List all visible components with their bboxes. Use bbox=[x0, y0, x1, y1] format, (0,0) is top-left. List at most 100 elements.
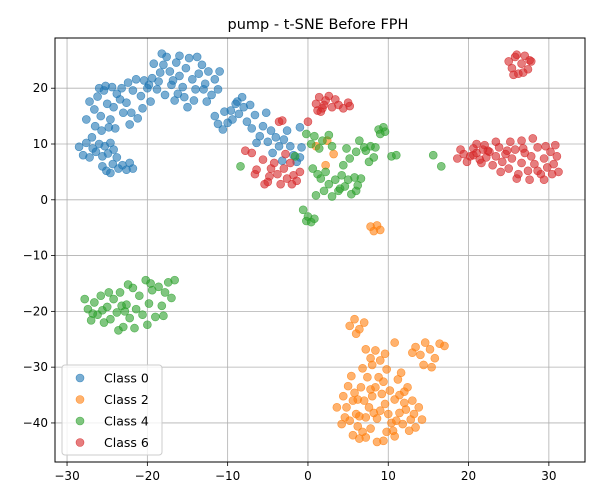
legend: Class 0 Class 2 Class 4 Class 6 bbox=[61, 364, 163, 456]
data-point bbox=[210, 74, 220, 84]
data-point bbox=[308, 164, 318, 173]
data-point bbox=[152, 85, 162, 94]
data-point bbox=[188, 74, 197, 84]
data-point bbox=[510, 145, 520, 154]
data-point bbox=[417, 415, 427, 424]
data-point bbox=[279, 135, 289, 144]
data-point bbox=[123, 78, 133, 87]
data-point bbox=[107, 82, 117, 92]
data-point bbox=[517, 136, 526, 145]
data-point bbox=[367, 360, 377, 370]
data-point bbox=[126, 108, 136, 118]
data-point bbox=[157, 49, 167, 58]
data-point bbox=[366, 385, 375, 394]
data-point bbox=[191, 85, 200, 94]
data-point bbox=[143, 320, 152, 330]
data-point bbox=[228, 115, 237, 124]
data-point bbox=[297, 143, 306, 152]
data-point bbox=[184, 53, 194, 63]
data-point bbox=[290, 151, 300, 161]
data-point bbox=[151, 312, 160, 322]
data-point bbox=[310, 214, 319, 224]
data-point bbox=[351, 147, 361, 157]
data-point bbox=[351, 186, 361, 196]
data-point bbox=[133, 114, 143, 123]
data-point bbox=[279, 164, 289, 173]
y-tick-label: 0 bbox=[40, 193, 48, 207]
data-point bbox=[281, 149, 290, 159]
data-point bbox=[375, 225, 385, 235]
data-point bbox=[90, 105, 99, 114]
data-point bbox=[213, 119, 223, 129]
data-point bbox=[149, 59, 159, 68]
data-point bbox=[427, 362, 436, 372]
data-point bbox=[178, 82, 187, 92]
data-point bbox=[192, 52, 202, 62]
legend-label: Class 0 bbox=[104, 371, 149, 386]
legend-frame bbox=[61, 364, 163, 456]
data-point bbox=[382, 365, 391, 374]
data-point bbox=[106, 168, 115, 178]
data-point bbox=[91, 147, 101, 157]
x-tick-label: −10 bbox=[215, 469, 240, 483]
data-point bbox=[302, 216, 311, 226]
data-point bbox=[353, 421, 363, 431]
data-point bbox=[369, 153, 379, 162]
data-point bbox=[88, 309, 98, 318]
data-point bbox=[250, 110, 260, 120]
data-point bbox=[213, 85, 223, 94]
data-point bbox=[371, 143, 380, 152]
data-point bbox=[298, 205, 308, 215]
data-point bbox=[549, 159, 558, 169]
data-point bbox=[112, 308, 122, 317]
data-point bbox=[541, 141, 550, 151]
data-point bbox=[380, 399, 390, 409]
data-point bbox=[400, 398, 409, 408]
data-point bbox=[507, 154, 517, 163]
data-point bbox=[380, 127, 390, 137]
data-point bbox=[363, 372, 372, 382]
data-point bbox=[135, 291, 144, 301]
data-point bbox=[114, 326, 123, 335]
x-tick-label: −30 bbox=[54, 469, 79, 483]
data-point bbox=[118, 108, 128, 118]
data-point bbox=[130, 323, 139, 333]
data-point bbox=[366, 424, 375, 433]
data-point bbox=[159, 311, 168, 321]
data-point bbox=[359, 143, 369, 152]
data-point bbox=[512, 174, 522, 183]
data-point bbox=[189, 96, 199, 105]
legend-label: Class 6 bbox=[104, 435, 149, 450]
data-point bbox=[93, 92, 102, 101]
data-point bbox=[539, 175, 549, 185]
data-point bbox=[525, 56, 534, 65]
data-point bbox=[98, 162, 107, 171]
data-point bbox=[143, 83, 152, 93]
data-point bbox=[173, 89, 183, 99]
data-point bbox=[258, 121, 268, 131]
data-point bbox=[408, 348, 417, 357]
data-point bbox=[361, 345, 371, 354]
data-point bbox=[497, 157, 507, 167]
data-point bbox=[319, 186, 329, 196]
data-point bbox=[321, 167, 330, 177]
data-point bbox=[271, 133, 281, 142]
data-point bbox=[110, 124, 120, 133]
data-point bbox=[276, 179, 285, 189]
y-tick-label: −20 bbox=[23, 304, 48, 318]
axis-ticks: −30 −20 −10 0 10 20 30 −40 −30 −20 −10 0 10 20 bbox=[23, 81, 557, 483]
data-point bbox=[199, 85, 208, 94]
data-point bbox=[340, 413, 350, 422]
data-point bbox=[408, 396, 417, 405]
data-point bbox=[383, 409, 393, 419]
data-point bbox=[136, 91, 146, 101]
data-point bbox=[552, 151, 562, 161]
data-point bbox=[330, 175, 340, 185]
data-point bbox=[85, 153, 94, 162]
series-class-4 bbox=[80, 122, 446, 335]
data-point bbox=[416, 350, 425, 360]
x-tick-label: 0 bbox=[304, 469, 312, 483]
data-point bbox=[371, 346, 380, 355]
data-point bbox=[345, 321, 355, 331]
data-point bbox=[90, 121, 100, 131]
